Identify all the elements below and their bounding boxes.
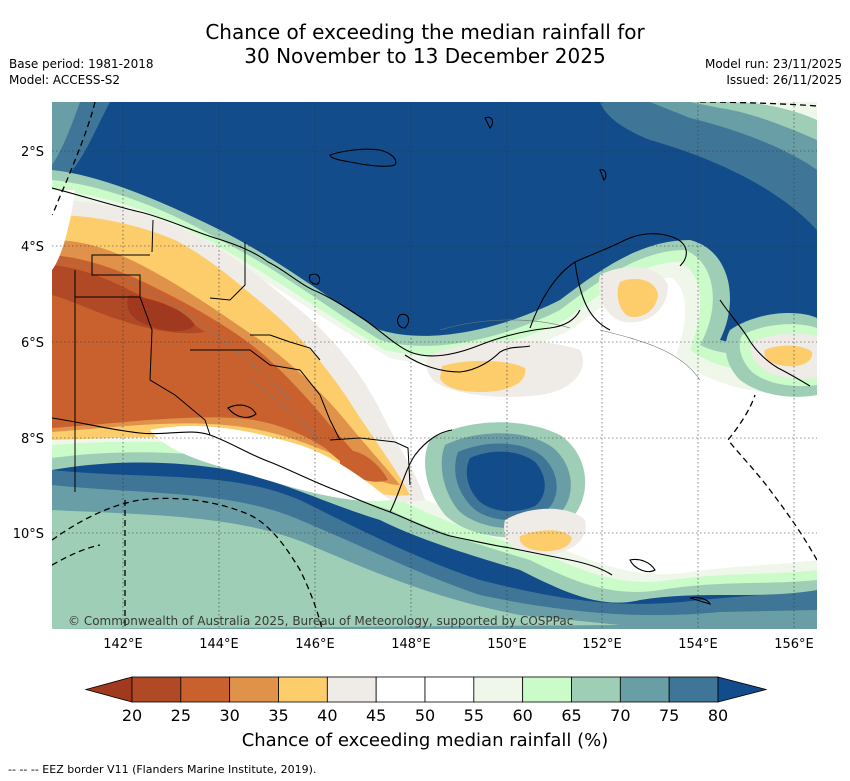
colorbar-tick-label: 70 xyxy=(610,706,630,725)
colorbar-swatch xyxy=(375,676,426,703)
lon-label: 152°E xyxy=(582,637,622,652)
contour-band xyxy=(127,295,195,332)
colorbar-tick-label: 75 xyxy=(659,706,679,725)
model-name: Model: ACCESS-S2 xyxy=(9,73,121,87)
contour-band xyxy=(52,510,620,629)
lat-label: 8°S xyxy=(21,432,44,447)
colorbar-tick-label: 30 xyxy=(219,706,239,725)
copyright-notice: © Commonwealth of Australia 2025, Bureau… xyxy=(68,614,573,628)
province-borders xyxy=(74,219,411,492)
lat-label: 10°S xyxy=(13,527,44,542)
colorbar-swatch xyxy=(424,676,475,703)
colorbar-tick-label: 45 xyxy=(366,706,386,725)
lon-label: 142°E xyxy=(103,637,143,652)
colorbar-swatch xyxy=(668,676,719,703)
issued-date: Issued: 26/11/2025 xyxy=(726,73,842,87)
contour-band xyxy=(764,345,813,367)
colorbar-tick-label: 80 xyxy=(708,706,728,725)
colorbar-over-arrow xyxy=(717,676,768,703)
contour-band xyxy=(150,425,390,501)
title-line-1: Chance of exceeding the median rainfall … xyxy=(205,20,645,44)
lon-label: 144°E xyxy=(199,637,239,652)
colorbar-title: Chance of exceeding median rainfall (%) xyxy=(241,730,609,751)
colorbar-swatch xyxy=(522,676,572,703)
colorbar-swatch xyxy=(229,676,279,703)
lat-label: 4°S xyxy=(21,240,44,255)
colorbar-tick-label: 65 xyxy=(561,706,581,725)
colorbar-swatch xyxy=(278,676,328,703)
colorbar: 20 25 30 35 40 45 50 55 60 65 70 75 80 xyxy=(84,676,768,725)
model-run: Model run: 23/11/2025 xyxy=(704,57,842,71)
colorbar-tick-label: 50 xyxy=(415,706,435,725)
contour-band xyxy=(466,451,545,512)
colorbar-tick-label: 55 xyxy=(464,706,484,725)
colorbar-swatch xyxy=(131,676,182,703)
lon-label: 150°E xyxy=(487,637,527,652)
colorbar-tick-label: 25 xyxy=(171,706,191,725)
base-period: Base period: 1981-2018 xyxy=(9,57,154,71)
contour-band xyxy=(52,190,75,270)
lon-label: 156°E xyxy=(774,637,814,652)
contour-band xyxy=(730,102,817,120)
lon-label: 154°E xyxy=(678,637,718,652)
colorbar-swatch xyxy=(473,676,524,703)
graticule xyxy=(52,102,817,629)
contour-lines xyxy=(59,259,701,441)
lat-label: 2°S xyxy=(21,145,44,160)
colorbar-under-arrow xyxy=(84,676,133,703)
longitude-labels: 142°E 144°E 146°E 148°E 150°E 152°E 154°… xyxy=(103,637,814,652)
coastlines xyxy=(52,116,811,605)
colorbar-swatch xyxy=(619,676,670,703)
contour-band xyxy=(519,530,572,552)
colorbar-swatch xyxy=(571,676,621,703)
title-line-2: 30 November to 13 December 2025 xyxy=(244,44,606,68)
map-panel: © Commonwealth of Australia 2025, Bureau… xyxy=(52,102,817,629)
eez-borders xyxy=(52,102,817,629)
contour-band xyxy=(52,102,80,165)
lat-label: 6°S xyxy=(21,336,44,351)
lon-label: 146°E xyxy=(295,637,335,652)
contour-band xyxy=(617,278,658,318)
colorbar-tick-label: 60 xyxy=(512,706,532,725)
contour-band xyxy=(690,102,817,140)
colorbar-tick-label: 20 xyxy=(122,706,142,725)
colorbar-swatch xyxy=(326,676,377,703)
colorbar-tick-label: 35 xyxy=(268,706,288,725)
contour-band xyxy=(696,465,817,562)
colorbar-tick-label: 40 xyxy=(317,706,337,725)
colorbar-swatch xyxy=(180,676,231,703)
contour-band xyxy=(440,360,526,392)
latitude-labels: 2°S 4°S 6°S 8°S 10°S xyxy=(13,145,44,542)
lon-label: 148°E xyxy=(391,637,431,652)
eez-legend-note: -- -- -- EEZ border V11 (Flanders Marine… xyxy=(8,763,317,776)
